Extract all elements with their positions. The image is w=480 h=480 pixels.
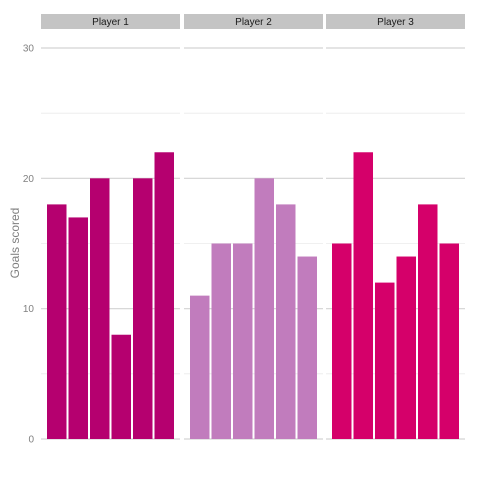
bar-1-1 bbox=[47, 204, 67, 439]
facet-strip-label: Player 2 bbox=[235, 17, 272, 28]
bar-3-2 bbox=[353, 152, 373, 439]
y-tick-label: 0 bbox=[28, 435, 34, 446]
bar-3-6 bbox=[439, 243, 459, 439]
y-tick-label: 30 bbox=[23, 44, 35, 55]
facet-strip-label: Player 3 bbox=[377, 17, 414, 28]
bar-1-2 bbox=[68, 217, 88, 439]
bar-2-3 bbox=[233, 243, 253, 439]
y-tick-label: 10 bbox=[23, 304, 35, 315]
y-axis: 0 10 20 30 bbox=[23, 44, 35, 446]
bar-2-6 bbox=[297, 256, 317, 439]
bar-1-3 bbox=[90, 178, 110, 439]
bar-3-1 bbox=[332, 243, 352, 439]
facet-strip-background bbox=[41, 14, 180, 29]
bar-3-4 bbox=[396, 256, 416, 439]
bar-2-4 bbox=[254, 178, 274, 439]
bar-2-2 bbox=[211, 243, 231, 439]
bar-1-6 bbox=[154, 152, 174, 439]
facet-strip-background bbox=[184, 14, 323, 29]
bar-2-1 bbox=[190, 295, 210, 439]
facet-strip-background bbox=[326, 14, 465, 29]
bar-1-4 bbox=[111, 334, 131, 439]
bar-1-5 bbox=[133, 178, 153, 439]
facet-strips: Player 1 Player 2 Player 3 bbox=[41, 14, 465, 29]
facet-strip-label: Player 1 bbox=[92, 17, 129, 28]
bar-3-5 bbox=[418, 204, 438, 439]
y-axis-title: Goals scored bbox=[8, 208, 22, 279]
bar-2-5 bbox=[276, 204, 296, 439]
y-tick-label: 20 bbox=[23, 174, 35, 185]
bar-3-3 bbox=[375, 282, 395, 439]
bar-layer bbox=[47, 152, 459, 439]
